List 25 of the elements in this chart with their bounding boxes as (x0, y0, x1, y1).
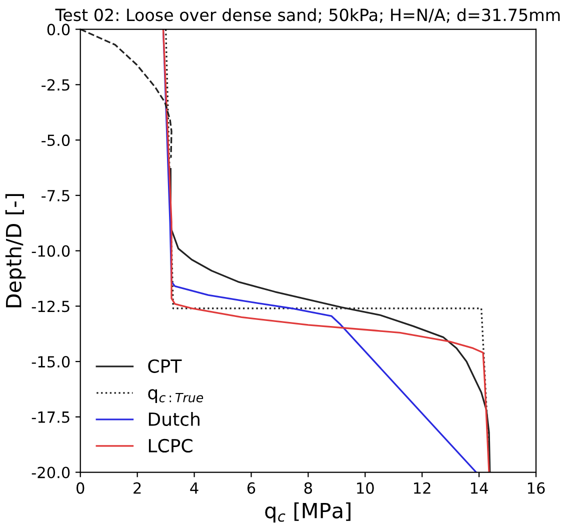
y-tick-label: -5.0 (42, 134, 70, 146)
legend-label: CPT (148, 359, 182, 373)
y-tick-label: -20.0 (32, 466, 70, 478)
x-tick-label: 14 (471, 482, 488, 494)
legend-label: LCPC (148, 438, 192, 453)
legend-label: q$_{c:True}$ (148, 389, 204, 403)
x-axis-title: q$_{c}$ [MPa] (265, 502, 350, 522)
y-tick-label: -2.5 (42, 79, 70, 91)
x-tick-label: 10 (357, 482, 374, 494)
chart-title: Test 02: Loose over dense sand; 50kPa; H=N/A; d=31.75mm (55, 8, 560, 23)
legend-label: Dutch (148, 412, 200, 426)
y-tick-label: -15.0 (32, 356, 70, 368)
x-tick-label: 0 (76, 482, 84, 494)
y-tick-label: -10.0 (32, 245, 70, 257)
y-axis-title: Depth/D [-] (5, 194, 26, 308)
x-tick-label: 8 (304, 482, 312, 494)
x-tick-label: 4 (190, 482, 198, 494)
x-tick-label: 12 (414, 482, 430, 494)
x-tick-label: 2 (134, 482, 141, 494)
y-tick-label: 0.0 (47, 24, 70, 36)
x-tick-label: 6 (247, 482, 256, 494)
y-tick-label: -7.5 (42, 190, 70, 202)
x-tick-label: 16 (528, 482, 545, 494)
y-tick-label: -12.5 (32, 300, 70, 312)
y-tick-label: -17.5 (32, 412, 70, 423)
